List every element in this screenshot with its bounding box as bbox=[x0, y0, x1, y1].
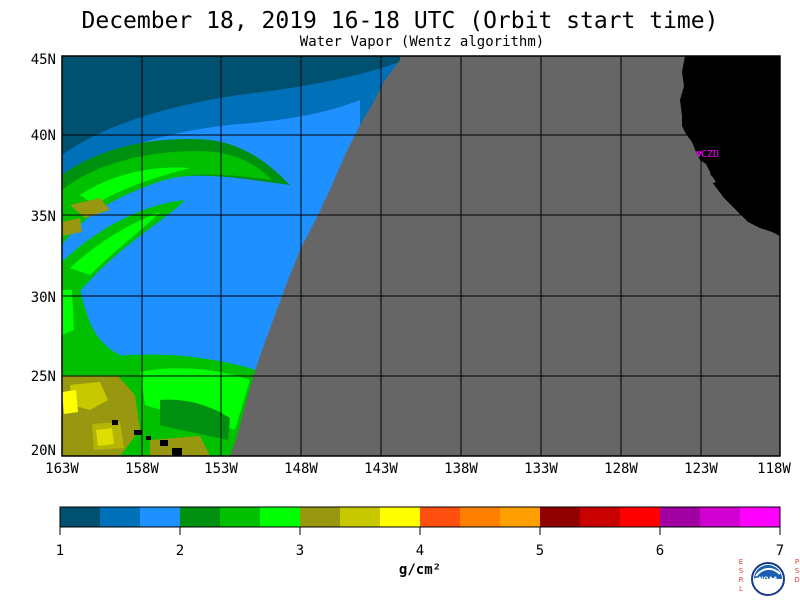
land-california bbox=[680, 56, 780, 236]
island-5 bbox=[172, 448, 182, 456]
no-data-swath bbox=[230, 56, 780, 456]
logo-emblem-text: NOAA bbox=[758, 576, 778, 583]
lat-label-30n: 30N bbox=[30, 290, 56, 306]
lat-label-45n: 45N bbox=[30, 52, 56, 68]
colorbar-tick-3: 3 bbox=[295, 543, 305, 559]
field-green-1 bbox=[62, 151, 272, 245]
lon-label-133w: 133W bbox=[524, 461, 558, 477]
colorbar-segment bbox=[220, 507, 261, 527]
field-south-olive3 bbox=[92, 422, 124, 450]
colorbar-segment bbox=[300, 507, 341, 527]
logo-letter-p: P bbox=[794, 558, 800, 566]
colorbar-segment bbox=[180, 507, 221, 527]
map-grid bbox=[62, 56, 780, 456]
island-4 bbox=[160, 440, 168, 446]
colorbar-segment bbox=[660, 507, 701, 527]
land-bay bbox=[706, 172, 716, 184]
colorbar-segment bbox=[60, 507, 101, 527]
lon-label-118w: 118W bbox=[757, 461, 791, 477]
colorbar-segment bbox=[140, 507, 181, 527]
map-title: December 18, 2019 16-18 UTC (Orbit start… bbox=[81, 8, 719, 34]
island-1 bbox=[112, 420, 118, 425]
field-lime-edge bbox=[62, 290, 74, 335]
field-south-yellow bbox=[62, 390, 78, 414]
lon-label-138w: 138W bbox=[444, 461, 478, 477]
lat-label-25n: 25N bbox=[30, 369, 56, 385]
lat-label-40n: 40N bbox=[30, 128, 56, 144]
lon-label-153w: 153W bbox=[204, 461, 238, 477]
field-south-olive2 bbox=[70, 382, 108, 410]
colorbar-segment bbox=[580, 507, 621, 527]
logo-letter-s2: S bbox=[794, 567, 800, 575]
field-south-dkgreen bbox=[160, 399, 230, 440]
logo-letter-r: R bbox=[738, 576, 744, 584]
logo-letter-d: D bbox=[794, 576, 800, 584]
map-subtitle: Water Vapor (Wentz algorithm) bbox=[299, 34, 545, 50]
colorbar-segment bbox=[700, 507, 741, 527]
lon-label-128w: 128W bbox=[604, 461, 638, 477]
field-olive-2 bbox=[62, 218, 82, 236]
island-3 bbox=[146, 436, 151, 440]
lon-label-143w: 143W bbox=[364, 461, 398, 477]
logo-letter-l: L bbox=[739, 585, 743, 593]
colorbar-segment bbox=[340, 507, 381, 527]
colorbar-tick-1: 1 bbox=[55, 543, 65, 559]
lon-label-123w: 123W bbox=[684, 461, 718, 477]
map-border bbox=[61, 55, 781, 457]
colorbar-tick-marks bbox=[59, 527, 781, 535]
colorbar-tick-6: 6 bbox=[655, 543, 665, 559]
colorbar-tick-4: 4 bbox=[415, 543, 425, 559]
colorbar-segment bbox=[420, 507, 461, 527]
colorbar-tick-7: 7 bbox=[775, 543, 785, 559]
logo-letter-s: S bbox=[738, 567, 744, 575]
map-field bbox=[62, 56, 780, 456]
logo-right-letters: P S D bbox=[794, 558, 800, 585]
lat-label-20n: 20N bbox=[30, 443, 56, 459]
field-olive-1 bbox=[70, 198, 110, 218]
logo-left-letters: E S R L bbox=[738, 558, 744, 594]
colorbar-segment bbox=[740, 507, 781, 527]
lon-label-158w: 158W bbox=[125, 461, 159, 477]
station-label: CZD bbox=[701, 149, 719, 160]
colorbar-segment bbox=[500, 507, 541, 527]
colorbar bbox=[60, 507, 781, 527]
colorbar-segment bbox=[620, 507, 661, 527]
field-lime-2 bbox=[70, 212, 160, 275]
lon-label-163w: 163W bbox=[45, 461, 79, 477]
station-marker bbox=[696, 151, 702, 158]
island-2 bbox=[134, 430, 142, 435]
field-green-edge bbox=[62, 280, 120, 370]
colorbar-units-label: g/cm² bbox=[398, 562, 442, 578]
logo-letter-e: E bbox=[738, 558, 744, 566]
colorbar-segment bbox=[460, 507, 501, 527]
lon-label-148w: 148W bbox=[284, 461, 318, 477]
noaa-esrl-psd-logo: E S R L NOAA P S D bbox=[736, 558, 800, 600]
colorbar-tick-5: 5 bbox=[535, 543, 545, 559]
colorbar-segment bbox=[100, 507, 141, 527]
colorbar-segment bbox=[540, 507, 581, 527]
lat-label-35n: 35N bbox=[30, 209, 56, 225]
colorbar-segment bbox=[260, 507, 301, 527]
colorbar-segment bbox=[380, 507, 421, 527]
colorbar-tick-2: 2 bbox=[175, 543, 185, 559]
field-lime-1 bbox=[80, 167, 190, 205]
noaa-emblem-icon: NOAA bbox=[751, 562, 785, 596]
